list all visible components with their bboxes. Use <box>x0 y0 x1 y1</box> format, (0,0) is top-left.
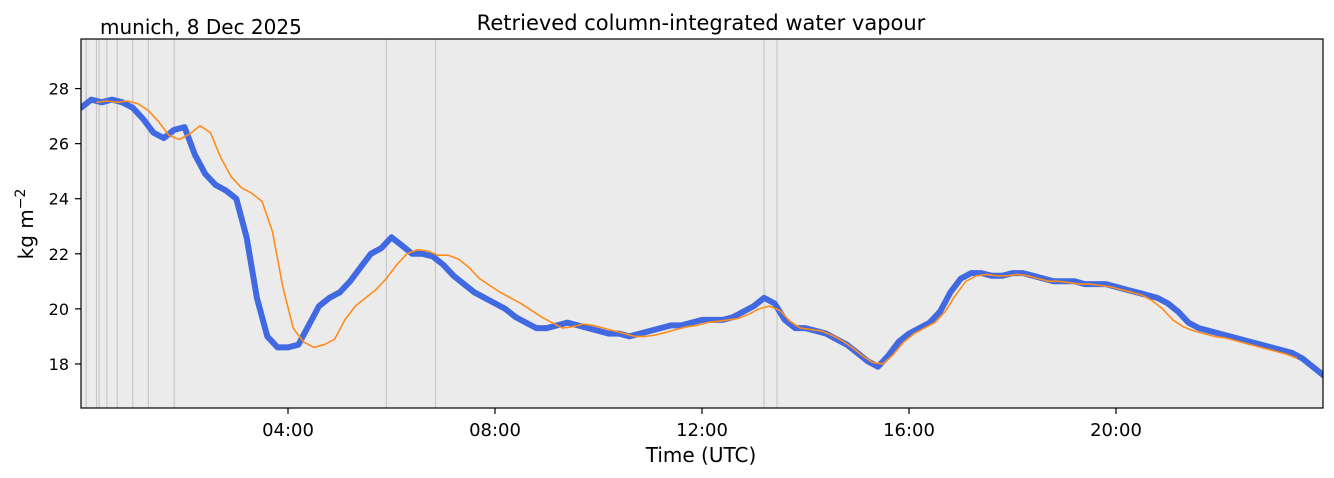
x-tick-label: 04:00 <box>262 420 314 441</box>
y-axis: 18 20 22 24 26 28 <box>49 80 81 374</box>
plot-area <box>81 39 1323 408</box>
y-tick-label: 22 <box>49 245 69 264</box>
x-axis-label: Time (UTC) <box>645 443 757 467</box>
chart-title: Retrieved column-integrated water vapour <box>477 11 926 35</box>
y-tick-label: 28 <box>49 80 69 99</box>
x-tick-label: 12:00 <box>676 420 728 441</box>
x-tick-label: 20:00 <box>1090 420 1142 441</box>
x-tick-label: 08:00 <box>469 420 521 441</box>
chart-subtitle: munich, 8 Dec 2025 <box>100 15 302 39</box>
y-axis-label-exponent: −2 <box>13 189 29 210</box>
series-raw-iwv <box>81 96 1323 378</box>
y-axis-label: kg m−2 <box>13 189 38 260</box>
x-tick-label: 16:00 <box>883 420 935 441</box>
series-smoothed-iwv <box>96 100 1298 365</box>
y-tick-label: 20 <box>49 300 69 319</box>
y-tick-label: 24 <box>49 190 69 209</box>
y-tick-label: 26 <box>49 135 69 154</box>
y-axis-label-base: kg m <box>14 209 38 259</box>
x-axis: 04:00 08:00 12:00 16:00 20:00 <box>262 408 1142 441</box>
y-tick-label: 18 <box>49 355 69 374</box>
